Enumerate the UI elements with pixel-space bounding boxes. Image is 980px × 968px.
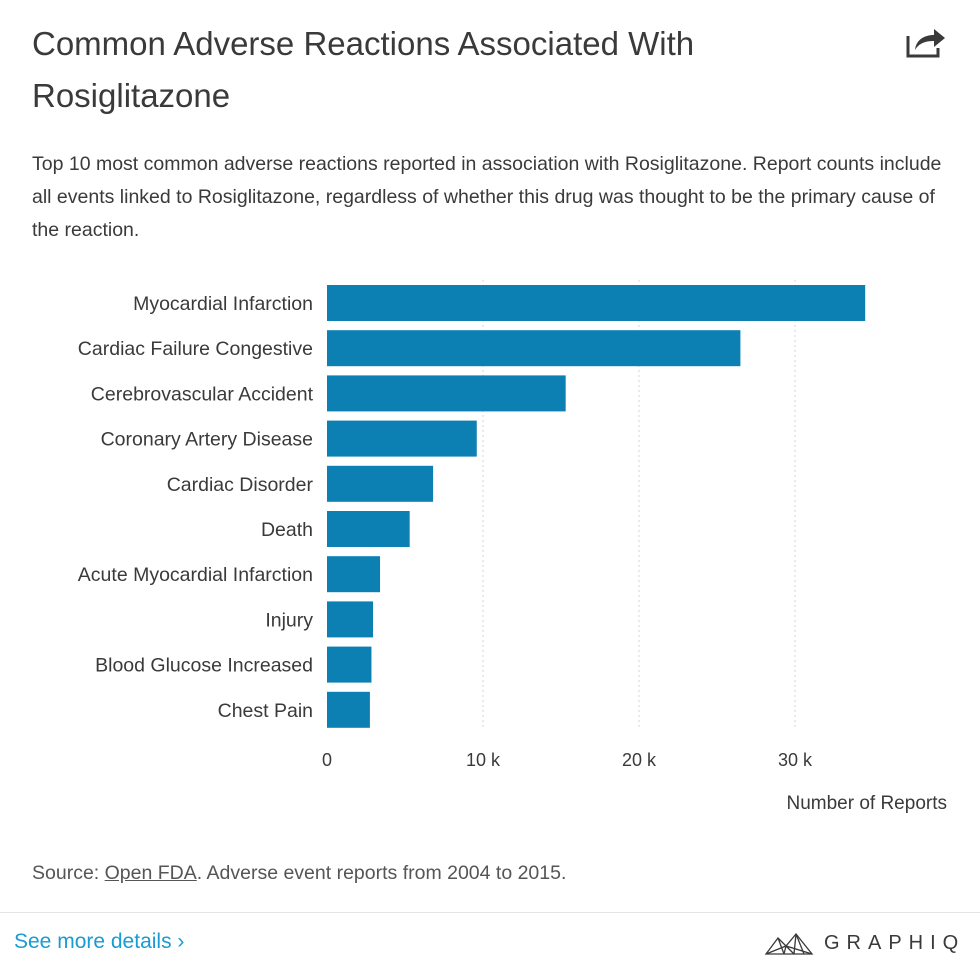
category-label: Chest Pain xyxy=(218,700,313,722)
bar xyxy=(327,330,741,367)
x-axis-label: Number of Reports xyxy=(786,793,947,814)
see-more-link[interactable]: See more details › xyxy=(14,930,185,953)
chart-title: Common Adverse Reactions Associated With… xyxy=(32,25,695,114)
category-label: Coronary Artery Disease xyxy=(101,429,313,451)
category-label: Blood Glucose Increased xyxy=(95,655,313,677)
bar xyxy=(327,691,370,728)
chart-subtitle: Top 10 most common adverse reactions rep… xyxy=(32,153,942,241)
source-suffix: . Adverse event reports from 2004 to 201… xyxy=(196,862,567,884)
x-tick-label: 10 k xyxy=(466,750,501,770)
source-prefix: Source: xyxy=(32,862,105,884)
bar xyxy=(327,556,381,593)
category-label: Myocardial Infarction xyxy=(133,293,313,315)
bar xyxy=(327,601,374,638)
bar xyxy=(327,420,477,457)
category-label: Cardiac Disorder xyxy=(167,474,314,496)
graphiq-brand[interactable]: GRAPHIQ xyxy=(764,926,965,960)
brand-name: GRAPHIQ xyxy=(824,931,966,954)
bar xyxy=(327,511,410,547)
share-icon xyxy=(906,29,945,58)
bar xyxy=(327,375,566,412)
footer-divider xyxy=(0,912,980,913)
category-label: Death xyxy=(261,519,313,541)
bar xyxy=(327,465,434,502)
category-label: Cerebrovascular Accident xyxy=(91,383,314,405)
x-tick-label: 30 k xyxy=(778,750,813,770)
source-link[interactable]: Open FDA xyxy=(104,862,197,884)
source-note: Source: Open FDA. Adverse event reports … xyxy=(32,862,566,885)
bar-chart: Myocardial Infarction Cardiac Failure Con… xyxy=(78,280,947,814)
category-label: Cardiac Failure Congestive xyxy=(78,338,313,360)
x-tick-label: 0 xyxy=(322,750,332,770)
graphiq-logo-icon xyxy=(764,932,814,955)
x-tick-label: 20 k xyxy=(622,750,657,770)
share-button[interactable] xyxy=(904,24,948,60)
bar xyxy=(327,285,866,321)
category-label: Acute Myocardial Infarction xyxy=(78,564,313,586)
category-label: Injury xyxy=(265,609,313,631)
bar xyxy=(327,646,372,683)
